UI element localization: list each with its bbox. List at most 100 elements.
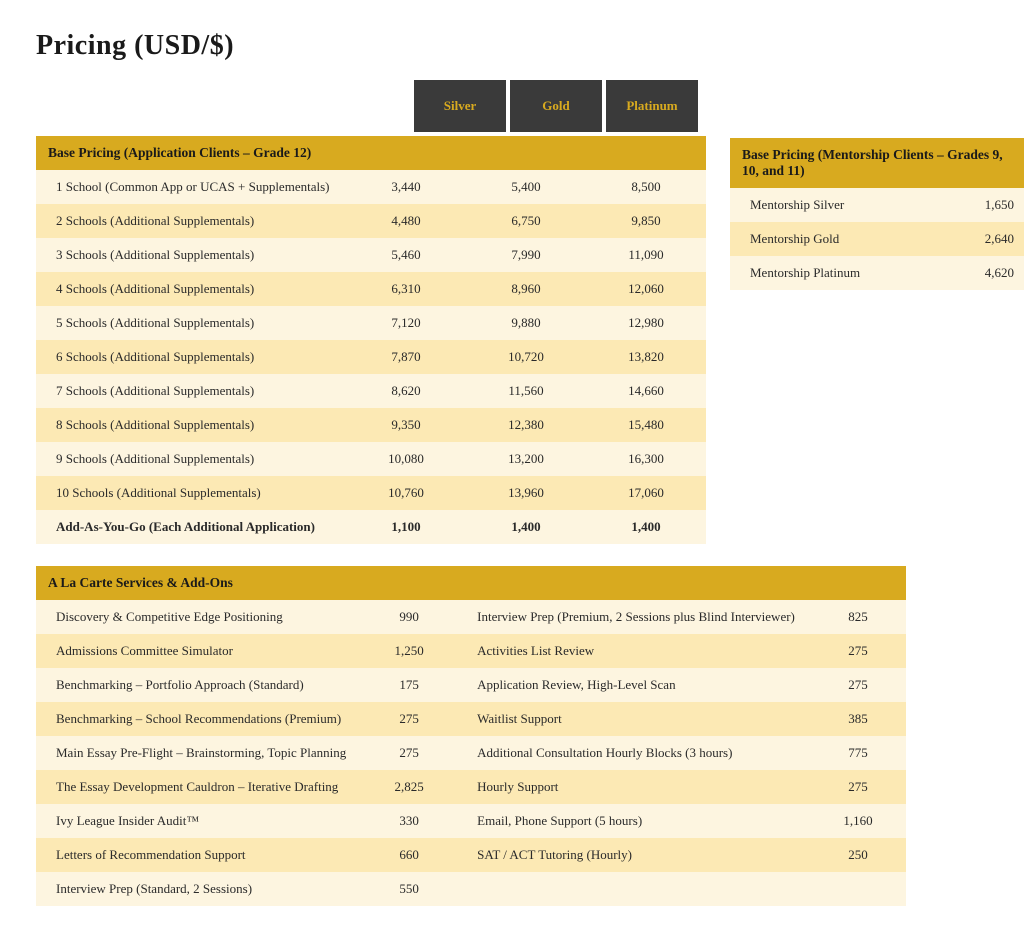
- service-price-right: 275: [810, 770, 906, 804]
- price-silver: 6,310: [346, 272, 466, 306]
- service-label-right: Interview Prep (Premium, 2 Sessions plus…: [457, 600, 810, 634]
- table-row: Benchmarking – Portfolio Approach (Stand…: [36, 668, 906, 702]
- table-row: 9 Schools (Additional Supplementals)10,0…: [36, 442, 706, 476]
- price-silver: 10,760: [346, 476, 466, 510]
- alacarte-header: A La Carte Services & Add-Ons: [36, 566, 906, 600]
- price-platinum: 14,660: [586, 374, 706, 408]
- table-row: Mentorship Platinum4,620: [730, 256, 1024, 290]
- row-label: 9 Schools (Additional Supplementals): [36, 442, 346, 476]
- table-row: 1 School (Common App or UCAS + Supplemen…: [36, 170, 706, 204]
- row-label: 8 Schools (Additional Supplementals): [36, 408, 346, 442]
- mentorship-header: Base Pricing (Mentorship Clients – Grade…: [730, 138, 1024, 188]
- base-pricing-header: Base Pricing (Application Clients – Grad…: [36, 136, 706, 170]
- price-silver: 10,080: [346, 442, 466, 476]
- price-platinum: 16,300: [586, 442, 706, 476]
- price-gold: 12,380: [466, 408, 586, 442]
- table-row: Admissions Committee Simulator1,250Activ…: [36, 634, 906, 668]
- price-gold: 6,750: [466, 204, 586, 238]
- table-row: 10 Schools (Additional Supplementals)10,…: [36, 476, 706, 510]
- table-row: The Essay Development Cauldron – Iterati…: [36, 770, 906, 804]
- price-platinum: 17,060: [586, 476, 706, 510]
- service-label-left: Benchmarking – Portfolio Approach (Stand…: [36, 668, 361, 702]
- service-label-left: Interview Prep (Standard, 2 Sessions): [36, 872, 361, 906]
- price: 2,640: [932, 222, 1024, 256]
- service-label-right: Email, Phone Support (5 hours): [457, 804, 810, 838]
- row-label: 1 School (Common App or UCAS + Supplemen…: [36, 170, 346, 204]
- service-label-right: Waitlist Support: [457, 702, 810, 736]
- price-silver: 4,480: [346, 204, 466, 238]
- price-gold: 11,560: [466, 374, 586, 408]
- service-price-left: 275: [361, 702, 457, 736]
- price-silver: 8,620: [346, 374, 466, 408]
- page-title: Pricing (USD/$): [36, 30, 988, 62]
- price-platinum: 12,980: [586, 306, 706, 340]
- price-gold: 1,400: [466, 510, 586, 544]
- price-gold: 13,200: [466, 442, 586, 476]
- table-row: 6 Schools (Additional Supplementals)7,87…: [36, 340, 706, 374]
- table-row: 7 Schools (Additional Supplementals)8,62…: [36, 374, 706, 408]
- price-platinum: 11,090: [586, 238, 706, 272]
- price-platinum: 9,850: [586, 204, 706, 238]
- service-label-right: [457, 872, 810, 906]
- row-label: 6 Schools (Additional Supplementals): [36, 340, 346, 374]
- service-label-left: Ivy League Insider Audit™: [36, 804, 361, 838]
- price-gold: 10,720: [466, 340, 586, 374]
- price-platinum: 1,400: [586, 510, 706, 544]
- price-gold: 5,400: [466, 170, 586, 204]
- service-label-right: Application Review, High-Level Scan: [457, 668, 810, 702]
- table-row: 2 Schools (Additional Supplementals)4,48…: [36, 204, 706, 238]
- service-label-right: Hourly Support: [457, 770, 810, 804]
- service-price-left: 175: [361, 668, 457, 702]
- row-label: 3 Schools (Additional Supplementals): [36, 238, 346, 272]
- price-platinum: 8,500: [586, 170, 706, 204]
- row-label: Mentorship Gold: [730, 222, 932, 256]
- service-price-left: 660: [361, 838, 457, 872]
- table-row: 8 Schools (Additional Supplementals)9,35…: [36, 408, 706, 442]
- price-platinum: 13,820: [586, 340, 706, 374]
- row-label: Mentorship Silver: [730, 188, 932, 222]
- table-row: Discovery & Competitive Edge Positioning…: [36, 600, 906, 634]
- price: 4,620: [932, 256, 1024, 290]
- row-label: 2 Schools (Additional Supplementals): [36, 204, 346, 238]
- row-label: 10 Schools (Additional Supplementals): [36, 476, 346, 510]
- row-label: 7 Schools (Additional Supplementals): [36, 374, 346, 408]
- service-price-right: 275: [810, 668, 906, 702]
- base-pricing-table: 1 School (Common App or UCAS + Supplemen…: [36, 170, 706, 544]
- price-silver: 5,460: [346, 238, 466, 272]
- table-row: Interview Prep (Standard, 2 Sessions)550: [36, 872, 906, 906]
- price-gold: 9,880: [466, 306, 586, 340]
- service-price-left: 550: [361, 872, 457, 906]
- table-row: Mentorship Gold2,640: [730, 222, 1024, 256]
- row-label: 4 Schools (Additional Supplementals): [36, 272, 346, 306]
- row-label: Add-As-You-Go (Each Additional Applicati…: [36, 510, 346, 544]
- base-pricing-section: Silver Gold Platinum Base Pricing (Appli…: [36, 80, 706, 544]
- service-price-right: 385: [810, 702, 906, 736]
- table-row: Benchmarking – School Recommendations (P…: [36, 702, 906, 736]
- tier-tab-platinum: Platinum: [606, 80, 698, 132]
- service-price-left: 990: [361, 600, 457, 634]
- service-price-right: 250: [810, 838, 906, 872]
- price-silver: 7,120: [346, 306, 466, 340]
- service-price-right: 275: [810, 634, 906, 668]
- table-row: 3 Schools (Additional Supplementals)5,46…: [36, 238, 706, 272]
- service-label-left: Main Essay Pre-Flight – Brainstorming, T…: [36, 736, 361, 770]
- price-platinum: 12,060: [586, 272, 706, 306]
- service-label-right: SAT / ACT Tutoring (Hourly): [457, 838, 810, 872]
- price-silver: 9,350: [346, 408, 466, 442]
- table-row: 5 Schools (Additional Supplementals)7,12…: [36, 306, 706, 340]
- table-row: Main Essay Pre-Flight – Brainstorming, T…: [36, 736, 906, 770]
- price-gold: 13,960: [466, 476, 586, 510]
- table-row: Mentorship Silver1,650: [730, 188, 1024, 222]
- price-gold: 7,990: [466, 238, 586, 272]
- service-price-left: 1,250: [361, 634, 457, 668]
- service-label-left: Letters of Recommendation Support: [36, 838, 361, 872]
- service-price-right: 775: [810, 736, 906, 770]
- price-gold: 8,960: [466, 272, 586, 306]
- mentorship-section: Base Pricing (Mentorship Clients – Grade…: [730, 138, 1024, 290]
- table-row: Ivy League Insider Audit™330Email, Phone…: [36, 804, 906, 838]
- tier-tab-gold: Gold: [510, 80, 602, 132]
- service-label-right: Additional Consultation Hourly Blocks (3…: [457, 736, 810, 770]
- row-label: 5 Schools (Additional Supplementals): [36, 306, 346, 340]
- table-row: Letters of Recommendation Support660SAT …: [36, 838, 906, 872]
- alacarte-section: A La Carte Services & Add-Ons Discovery …: [36, 566, 906, 906]
